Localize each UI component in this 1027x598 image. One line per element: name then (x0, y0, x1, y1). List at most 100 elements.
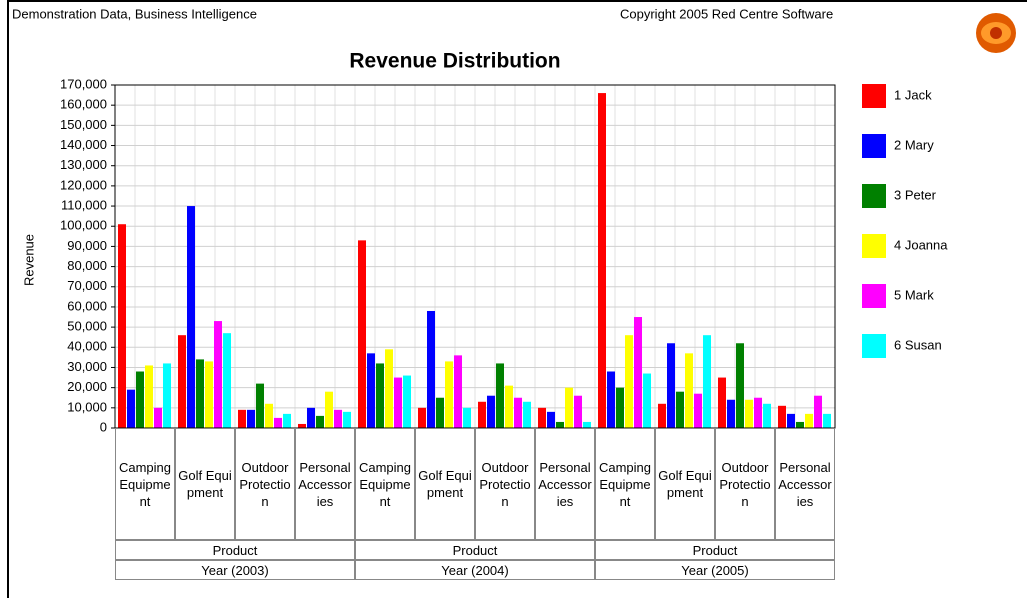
bar (685, 353, 693, 428)
bar (547, 411, 555, 428)
bar (607, 371, 615, 428)
y-tick-label: 150,000 (60, 117, 107, 132)
group-label: Year (2004) (355, 560, 595, 580)
bar (196, 359, 204, 428)
bar (487, 395, 495, 428)
bar (574, 395, 582, 428)
bar (763, 403, 771, 428)
bar (316, 415, 324, 428)
category-level-label: Product (115, 540, 355, 560)
x-tick-label: Personal Accessories (535, 428, 595, 540)
bar (754, 397, 762, 428)
x-tick-label: Golf Equipment (175, 428, 235, 540)
bar (694, 393, 702, 428)
bar (634, 317, 642, 428)
y-tick-label: 90,000 (67, 238, 107, 253)
legend-swatch (862, 184, 886, 208)
bar (385, 349, 393, 428)
bar (178, 335, 186, 428)
bar (247, 409, 255, 428)
y-tick-label: 130,000 (60, 157, 107, 172)
group-label: Year (2003) (115, 560, 355, 580)
x-tick-label: Camping Equipment (115, 428, 175, 540)
x-tick-label: Camping Equipment (355, 428, 415, 540)
bar (616, 387, 624, 428)
y-tick-label: 50,000 (67, 319, 107, 334)
bar (643, 373, 651, 428)
legend-label: 6 Susan (894, 337, 942, 352)
bar (814, 395, 822, 428)
bar (556, 421, 564, 428)
bar (274, 417, 282, 428)
bar (745, 399, 753, 428)
bar (223, 333, 231, 428)
bar (298, 423, 306, 428)
bar (598, 93, 606, 428)
bar (118, 224, 126, 428)
bar (358, 240, 366, 428)
bar (718, 377, 726, 428)
x-tick-label: Camping Equipment (595, 428, 655, 540)
bar (796, 421, 804, 428)
header-left: Demonstration Data, Business Intelligenc… (12, 6, 257, 21)
legend-swatch (862, 234, 886, 258)
y-tick-label: 140,000 (60, 137, 107, 152)
bar (367, 353, 375, 428)
bar (427, 310, 435, 428)
bar (454, 355, 462, 428)
category-level-label: Product (355, 540, 595, 560)
x-tick-label: Golf Equipment (655, 428, 715, 540)
y-axis-title: Revenue (21, 234, 36, 286)
legend-label: 2 Mary (894, 137, 934, 152)
bar (307, 407, 315, 428)
bar (463, 407, 471, 428)
y-tick-label: 60,000 (67, 298, 107, 313)
bar (238, 409, 246, 428)
bar (565, 387, 573, 428)
y-tick-label: 20,000 (67, 379, 107, 394)
x-tick-label: Golf Equipment (415, 428, 475, 540)
bar (283, 413, 291, 428)
bar (478, 401, 486, 428)
bar (787, 413, 795, 428)
y-tick-label: 70,000 (67, 278, 107, 293)
bar (703, 335, 711, 428)
bar (676, 391, 684, 428)
bar (265, 403, 273, 428)
bar (145, 365, 153, 428)
bar (187, 206, 195, 428)
bar (658, 403, 666, 428)
legend-swatch (862, 334, 886, 358)
x-tick-label: Outdoor Protection (715, 428, 775, 540)
bar (583, 421, 591, 428)
legend-swatch (862, 284, 886, 308)
logo (976, 13, 1016, 53)
bar (736, 343, 744, 428)
bar (205, 361, 213, 428)
x-tick-label: Outdoor Protection (235, 428, 295, 540)
y-tick-label: 170,000 (60, 76, 107, 91)
header-right: Copyright 2005 Red Centre Software (620, 6, 833, 21)
bar (805, 413, 813, 428)
bar (778, 405, 786, 428)
chart-title: Revenue Distribution (349, 50, 560, 73)
bar (325, 391, 333, 428)
y-tick-label: 40,000 (67, 339, 107, 354)
bar (376, 363, 384, 428)
bar (214, 321, 222, 428)
bar (496, 363, 504, 428)
legend-label: 4 Joanna (894, 237, 948, 252)
bar (538, 407, 546, 428)
bar (823, 413, 831, 428)
bar (505, 385, 513, 428)
bar (127, 389, 135, 428)
x-tick-label: Personal Accessories (295, 428, 355, 540)
y-tick-label: 0 (100, 419, 107, 434)
legend-swatch (862, 134, 886, 158)
y-tick-label: 10,000 (67, 399, 107, 414)
bar (667, 343, 675, 428)
bar (403, 375, 411, 428)
y-tick-label: 30,000 (67, 359, 107, 374)
x-tick-label: Personal Accessories (775, 428, 835, 540)
